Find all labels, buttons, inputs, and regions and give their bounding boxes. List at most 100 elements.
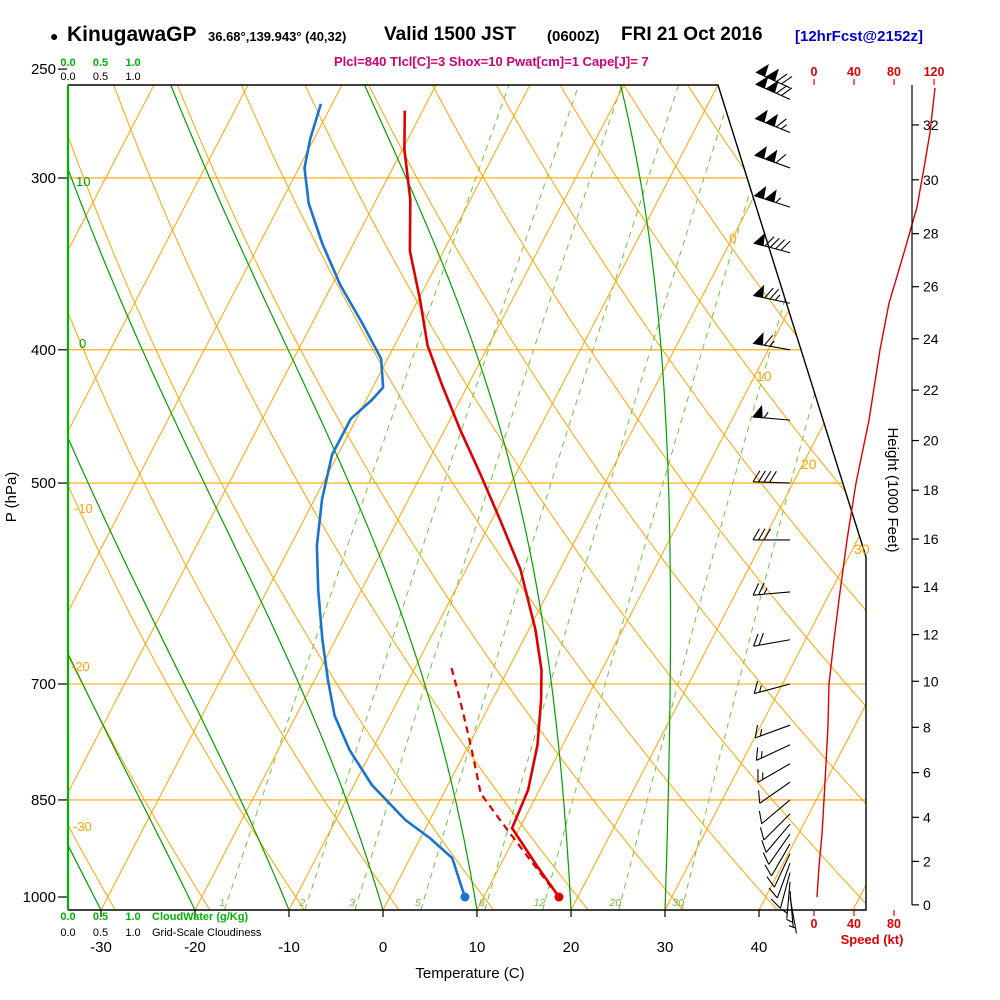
svg-text:400: 400 <box>31 342 56 359</box>
svg-text:-20: -20 <box>71 659 90 674</box>
svg-text:-30: -30 <box>90 939 112 956</box>
cloudwater-scale: 0.0 0.5 1.0 0.0 0.5 1.0 0.0 0.5 1.0 CloudWater (g… <box>60 57 262 939</box>
svg-text:8: 8 <box>479 897 485 909</box>
wind-speed-curve <box>816 87 936 898</box>
valid-time-label: Valid 1500 JST <box>384 24 517 45</box>
svg-text:1: 1 <box>219 897 225 909</box>
dry-adiabats <box>68 85 866 910</box>
stability-indices: Plcl=840 Tlcl[C]=3 Shox=10 Pwat[cm]=1 Ca… <box>334 54 649 69</box>
svg-text:24: 24 <box>923 331 939 347</box>
svg-text:0: 0 <box>923 897 931 913</box>
isobars <box>68 177 866 801</box>
svg-text:3: 3 <box>349 897 355 909</box>
svg-text:8: 8 <box>923 719 931 735</box>
svg-text:Speed (kt): Speed (kt) <box>841 932 904 947</box>
svg-text:4: 4 <box>923 809 931 825</box>
svg-text:2: 2 <box>923 853 931 869</box>
svg-text:1.0: 1.0 <box>125 57 140 69</box>
svg-text:0: 0 <box>79 336 86 351</box>
svg-text:300: 300 <box>31 170 56 187</box>
wind-barbs <box>752 63 797 934</box>
svg-text:14: 14 <box>923 579 939 595</box>
svg-text:Grid-Scale Cloudiness: Grid-Scale Cloudiness <box>152 927 262 939</box>
svg-text:0: 0 <box>811 65 818 79</box>
station-name: KinugawaGP <box>67 23 197 46</box>
svg-text:0: 0 <box>729 230 737 246</box>
svg-text:22: 22 <box>923 382 939 398</box>
svg-text:120: 120 <box>924 65 945 79</box>
svg-text:40: 40 <box>847 917 861 931</box>
svg-text:P (hPa): P (hPa) <box>3 472 20 523</box>
svg-text:-10: -10 <box>74 501 93 516</box>
dewpoint-curve <box>303 103 467 898</box>
temperature-axis: -30 -20 -10 0 10 20 30 40 Temperature (C) <box>90 910 767 982</box>
svg-text:Temperature (C): Temperature (C) <box>415 965 524 982</box>
mixing-ratio-lines <box>223 85 866 910</box>
svg-text:1.0: 1.0 <box>125 71 140 83</box>
svg-text:10: 10 <box>923 673 939 689</box>
svg-text:26: 26 <box>923 279 939 295</box>
svg-text:10: 10 <box>469 939 486 956</box>
svg-text:10: 10 <box>756 368 772 384</box>
svg-text:20: 20 <box>801 456 817 472</box>
svg-text:10: 10 <box>76 174 90 189</box>
station-coordinates: 36.68°,139.943° (40,32) <box>208 29 347 44</box>
forecast-tag: [12hrFcst@2152z] <box>795 28 924 45</box>
svg-text:30: 30 <box>854 541 870 557</box>
svg-text:-10: -10 <box>278 939 300 956</box>
svg-text:0.0: 0.0 <box>60 71 75 83</box>
moist-adiabats <box>68 85 672 910</box>
svg-text:80: 80 <box>887 65 901 79</box>
svg-text:32: 32 <box>923 117 939 133</box>
svg-text:40: 40 <box>847 65 861 79</box>
svg-text:Height (1000 Feet): Height (1000 Feet) <box>884 427 901 552</box>
svg-text:0.5: 0.5 <box>93 57 108 69</box>
svg-text:CloudWater (g/Kg): CloudWater (g/Kg) <box>152 911 248 923</box>
svg-text:1.0: 1.0 <box>125 911 140 923</box>
svg-text:850: 850 <box>31 792 56 809</box>
svg-text:40: 40 <box>751 939 768 956</box>
svg-text:30: 30 <box>672 897 684 909</box>
svg-text:-30: -30 <box>73 819 92 834</box>
svg-text:0.5: 0.5 <box>93 927 108 939</box>
svg-text:80: 80 <box>887 917 901 931</box>
valid-time-utc: (0600Z) <box>547 28 600 45</box>
svg-text:0: 0 <box>811 917 818 931</box>
svg-text:12: 12 <box>534 897 546 909</box>
svg-text:20: 20 <box>563 939 580 956</box>
svg-text:0.0: 0.0 <box>60 927 75 939</box>
svg-text:-20: -20 <box>184 939 206 956</box>
station-bullet-icon: ● <box>50 28 59 44</box>
pressure-axis: 250 300 400 500 700 850 1000 P (hPa) <box>3 61 67 906</box>
svg-text:16: 16 <box>923 531 939 547</box>
svg-text:1000: 1000 <box>23 889 56 906</box>
svg-text:12: 12 <box>923 627 939 643</box>
svg-text:30: 30 <box>657 939 674 956</box>
valid-date: FRI 21 Oct 2016 <box>621 24 763 45</box>
svg-text:28: 28 <box>923 226 939 242</box>
svg-text:18: 18 <box>923 482 939 498</box>
svg-text:1.0: 1.0 <box>125 927 140 939</box>
svg-text:700: 700 <box>31 676 56 693</box>
svg-text:0.0: 0.0 <box>60 911 75 923</box>
parcel-curve <box>450 667 560 898</box>
svg-text:30: 30 <box>923 172 939 188</box>
svg-text:0: 0 <box>379 939 387 956</box>
svg-text:250: 250 <box>31 61 56 78</box>
svg-text:5: 5 <box>415 897 421 909</box>
svg-text:20: 20 <box>609 897 622 909</box>
svg-text:2: 2 <box>298 897 305 909</box>
svg-text:0.0: 0.0 <box>60 57 75 69</box>
svg-text:20: 20 <box>923 433 939 449</box>
svg-text:0.5: 0.5 <box>93 911 108 923</box>
plot-border <box>66 84 867 911</box>
svg-text:6: 6 <box>923 765 931 781</box>
svg-text:500: 500 <box>31 475 56 492</box>
temperature-curve <box>403 110 561 898</box>
svg-text:0.5: 0.5 <box>93 71 108 83</box>
